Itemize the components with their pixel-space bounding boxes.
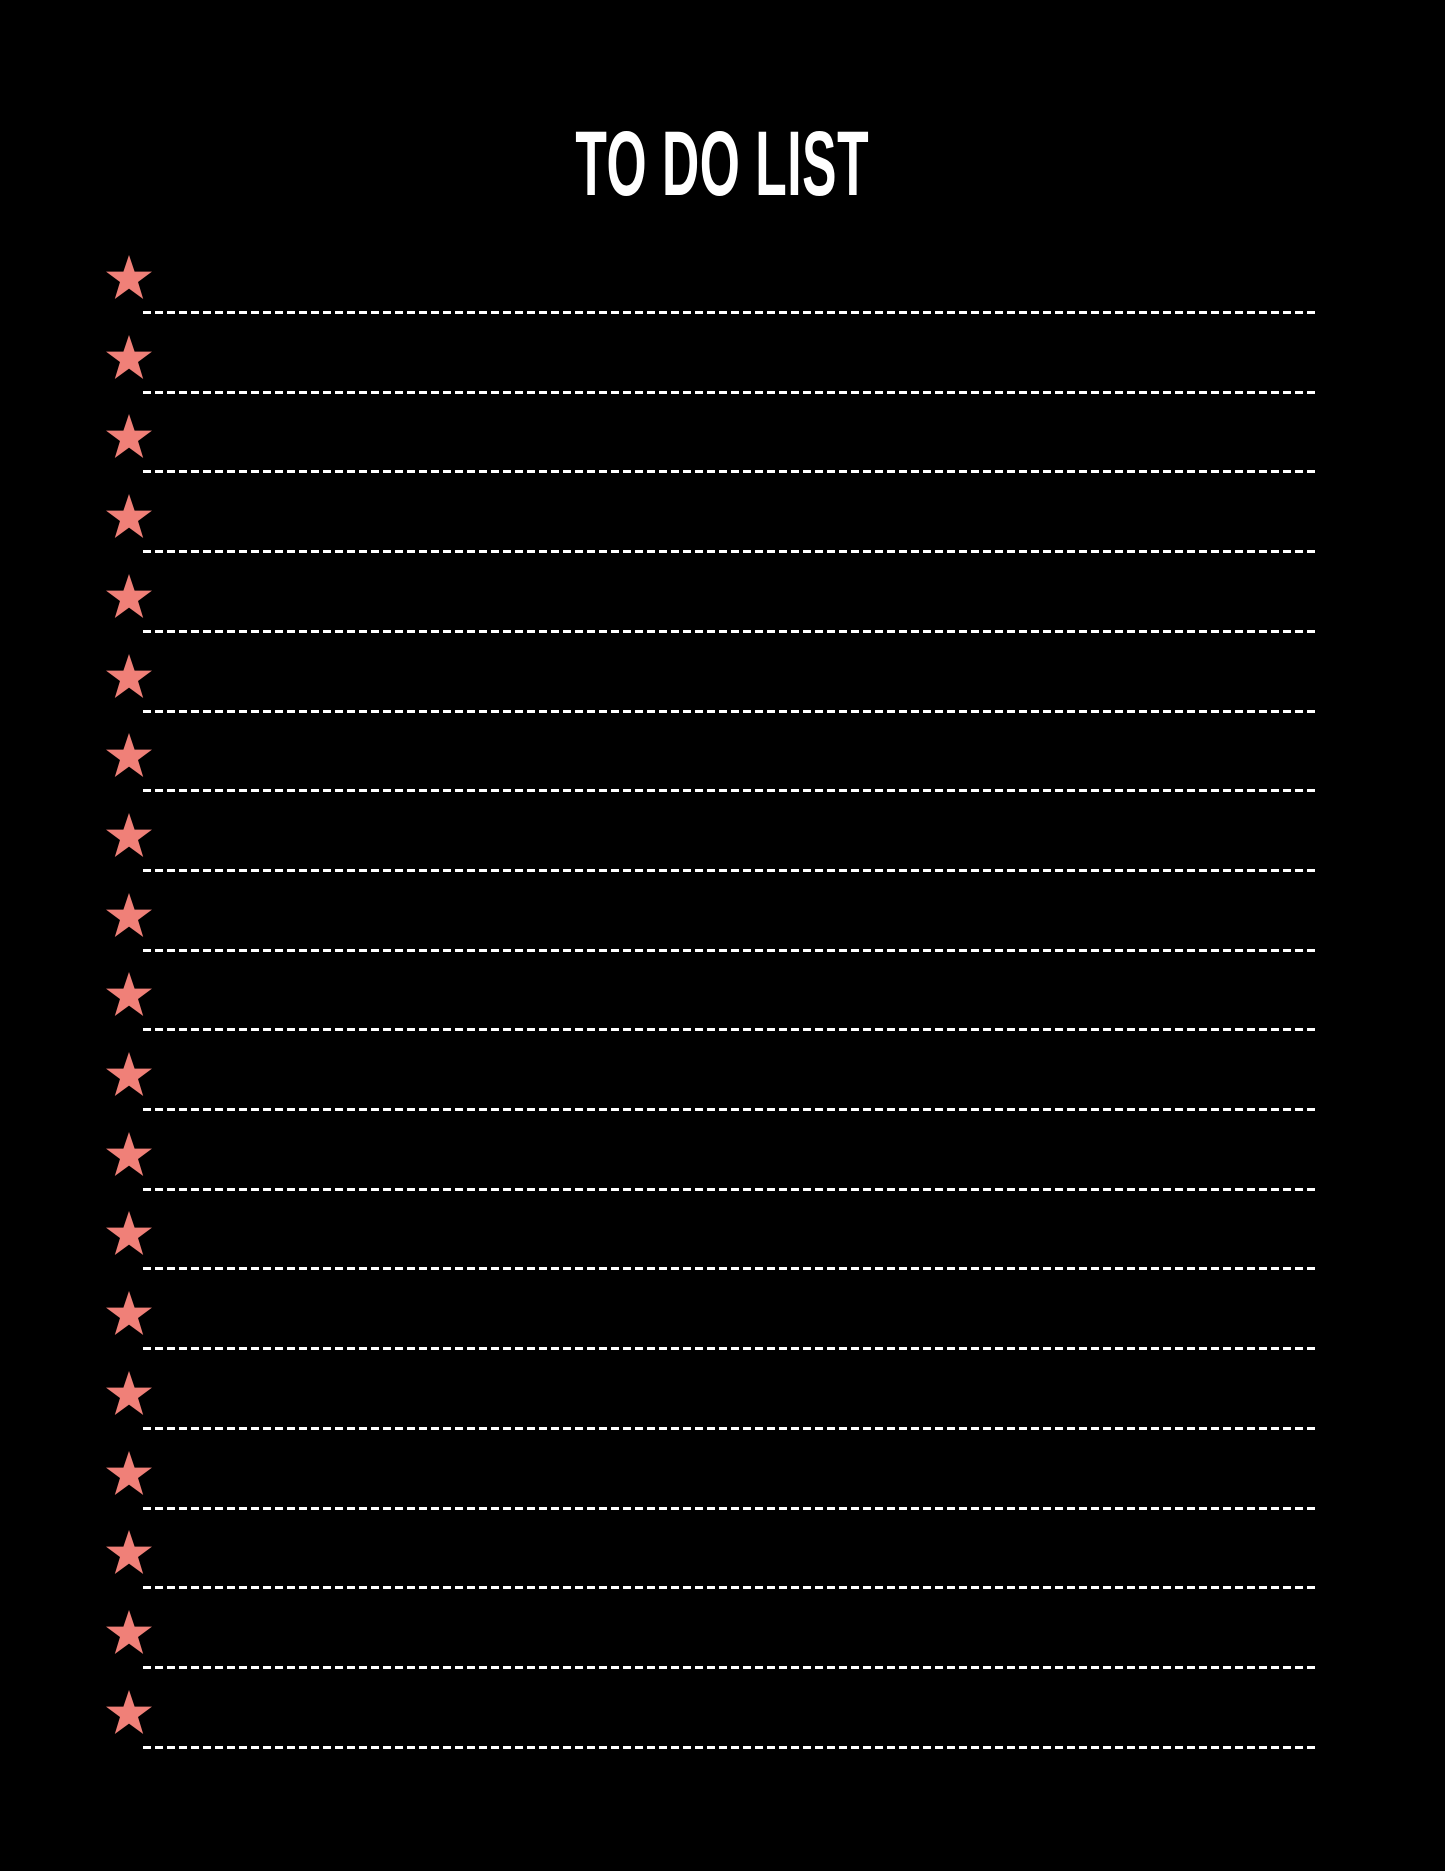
list-item[interactable] (105, 812, 1317, 872)
star-icon (106, 494, 152, 539)
list-item[interactable] (105, 254, 1317, 314)
star-icon (106, 1052, 152, 1096)
list-item[interactable] (105, 1450, 1317, 1510)
list-item[interactable] (105, 334, 1317, 394)
list-item[interactable] (105, 1370, 1317, 1430)
dashed-writing-line (143, 1347, 1316, 1351)
list-item[interactable] (105, 1290, 1317, 1351)
dashed-writing-line (143, 1267, 1316, 1271)
dashed-writing-line (143, 1426, 1316, 1430)
dashed-writing-line (143, 1187, 1316, 1191)
star-icon (106, 972, 152, 1017)
star-icon (106, 573, 152, 618)
list-item[interactable] (105, 1609, 1317, 1669)
list-item[interactable] (105, 653, 1317, 713)
dashed-writing-line (143, 789, 1316, 793)
dashed-writing-line (143, 550, 1316, 554)
star-icon (106, 1131, 152, 1176)
dashed-writing-line (143, 948, 1316, 952)
star-icon (106, 334, 152, 379)
dashed-writing-line (143, 1665, 1316, 1669)
dashed-writing-line (143, 709, 1316, 713)
dashed-writing-line (143, 311, 1316, 314)
star-icon (106, 1211, 152, 1256)
list-item[interactable] (105, 1131, 1317, 1191)
star-icon (106, 653, 152, 698)
page-title: TO DO LIST (575, 113, 870, 215)
star-icon (106, 1370, 152, 1415)
list-item[interactable] (105, 1051, 1317, 1111)
dashed-writing-line (143, 1108, 1316, 1111)
list-item[interactable] (105, 732, 1317, 793)
list-item[interactable] (105, 892, 1317, 952)
dashed-writing-line (143, 1586, 1316, 1590)
list-item[interactable] (105, 493, 1317, 554)
dashed-writing-line (143, 390, 1316, 394)
list-item[interactable] (105, 573, 1317, 633)
list-item[interactable] (105, 1529, 1317, 1590)
star-icon (106, 1609, 152, 1654)
star-icon (106, 255, 152, 299)
list-item[interactable] (105, 971, 1317, 1032)
list-item[interactable] (105, 413, 1317, 474)
star-icon (106, 1530, 152, 1575)
dashed-writing-line (143, 1028, 1316, 1032)
dashed-writing-line (143, 1745, 1316, 1749)
dashed-writing-line (143, 1506, 1316, 1510)
star-icon (106, 414, 152, 459)
star-icon (106, 892, 152, 937)
star-icon (106, 1450, 152, 1495)
list-item[interactable] (105, 1210, 1317, 1271)
dashed-writing-line (143, 470, 1316, 474)
star-icon (106, 1291, 152, 1336)
header: TO DO LIST (0, 118, 1445, 210)
dashed-writing-line (143, 868, 1316, 872)
list-item[interactable] (105, 1689, 1317, 1749)
star-icon (106, 1689, 152, 1734)
star-icon (106, 812, 152, 857)
star-icon (106, 733, 152, 778)
dashed-writing-line (143, 629, 1316, 633)
